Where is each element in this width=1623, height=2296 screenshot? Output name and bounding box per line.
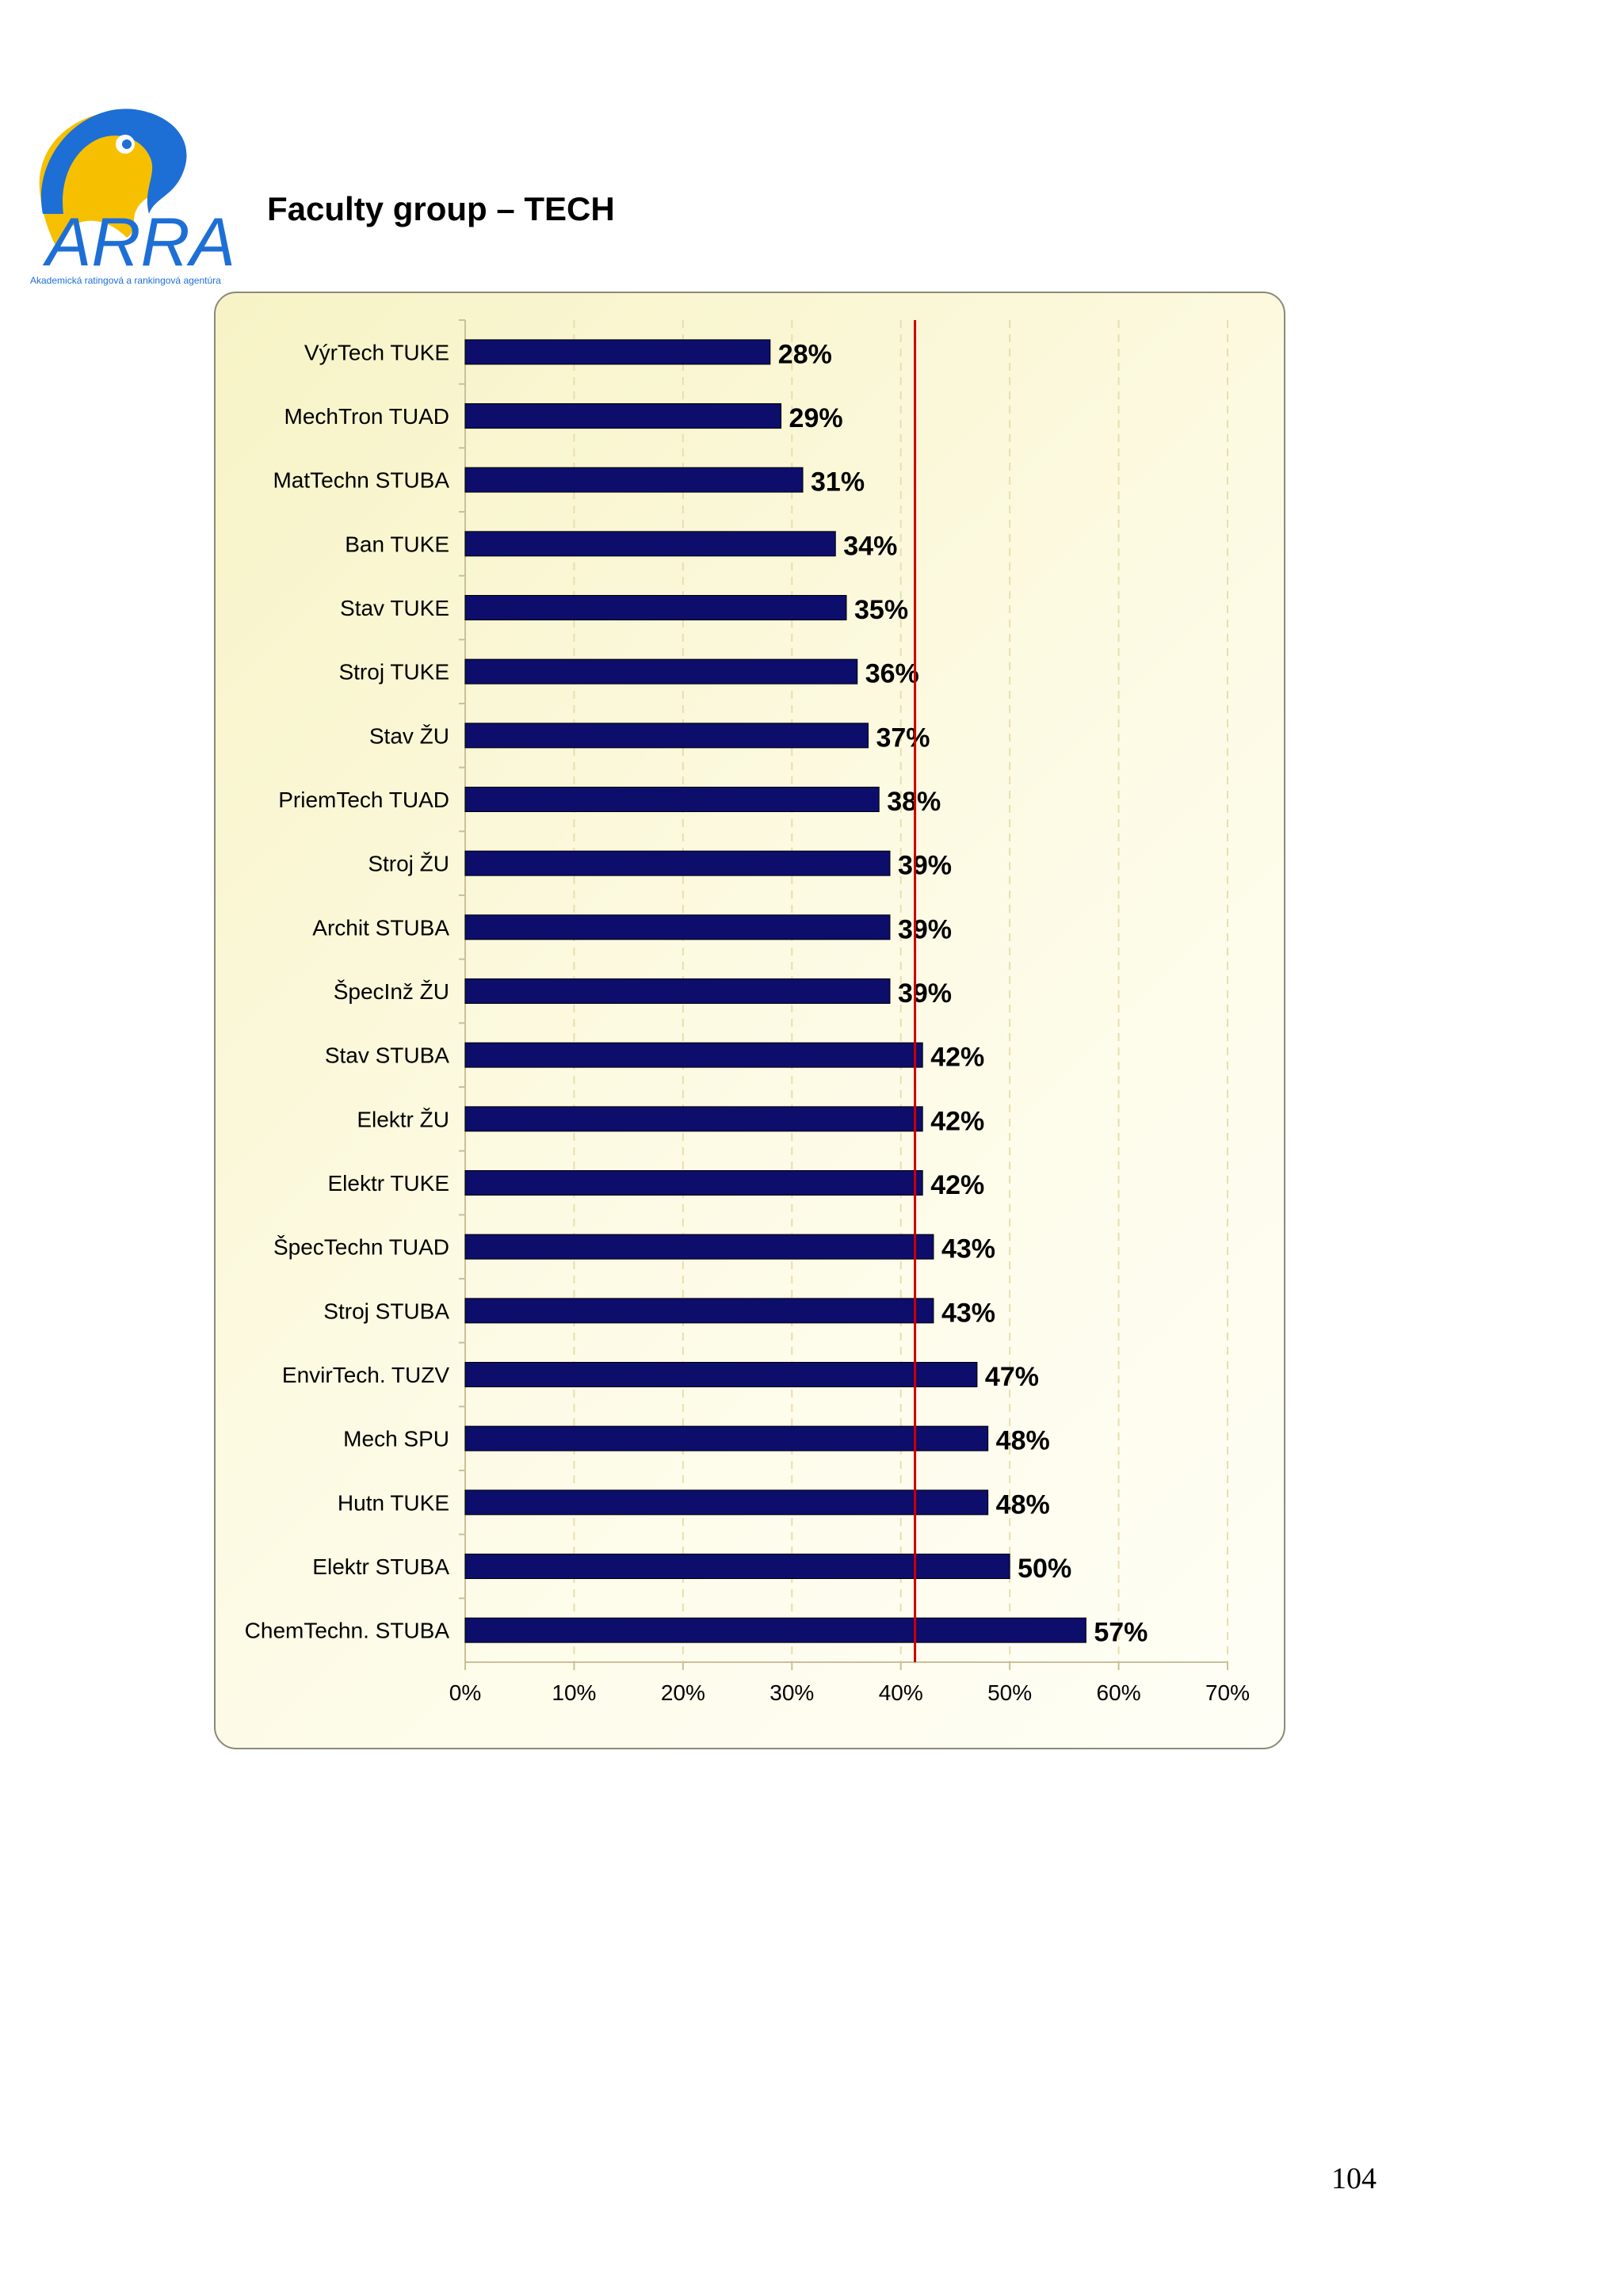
value-label: 39%: [898, 978, 952, 1009]
value-label: 43%: [941, 1298, 995, 1328]
bar: [464, 850, 891, 876]
value-label: 36%: [865, 659, 919, 689]
value-label: 31%: [811, 467, 865, 498]
category-label: EnvirTech. TUZV: [282, 1363, 449, 1387]
category-label: Stav ŽU: [369, 723, 449, 748]
bar: [464, 914, 891, 940]
value-label: 39%: [898, 914, 952, 944]
x-tick-label: 70%: [1205, 1680, 1250, 1705]
x-tick-label: 30%: [769, 1680, 814, 1705]
category-label: MechTron TUAD: [285, 404, 450, 429]
category-label: VýrTech TUKE: [304, 340, 449, 364]
bar: [464, 1042, 923, 1068]
value-label: 29%: [789, 403, 843, 433]
category-label: ŠpecTechn TUAD: [273, 1235, 449, 1260]
bar: [464, 1425, 989, 1451]
bar: [464, 978, 891, 1004]
value-label: 50%: [1018, 1554, 1071, 1584]
arra-logo: ARRA Akademická ratingová a rankingová a…: [24, 95, 238, 289]
bar: [464, 1298, 934, 1324]
bar: [464, 787, 880, 812]
bar: [464, 1234, 934, 1260]
category-label: Hutn TUKE: [338, 1490, 449, 1515]
logo-tagline: Akademická ratingová a rankingová agentú…: [30, 275, 221, 286]
bar: [464, 339, 771, 365]
value-label: 47%: [985, 1362, 1039, 1392]
category-label: Ban TUKE: [345, 532, 449, 556]
value-label: 42%: [930, 1043, 984, 1073]
category-label: Mech SPU: [343, 1427, 449, 1451]
value-label: 42%: [930, 1170, 984, 1200]
value-label: 43%: [941, 1234, 995, 1264]
category-label: Elektr TUKE: [327, 1171, 449, 1196]
value-label: 34%: [843, 531, 897, 561]
category-label: ŠpecInž ŽU: [334, 979, 449, 1004]
value-label: 39%: [898, 851, 952, 881]
category-label: MatTechn STUBA: [273, 468, 449, 493]
bar: [464, 531, 836, 557]
x-tick-label: 40%: [879, 1680, 923, 1705]
category-label: PriemTech TUAD: [278, 788, 449, 812]
value-label: 48%: [996, 1489, 1050, 1520]
bar: [464, 1617, 1086, 1643]
category-label: Stroj STUBA: [323, 1299, 449, 1323]
category-label: Elektr STUBA: [312, 1554, 449, 1579]
x-tick-label: 50%: [987, 1680, 1032, 1705]
bar: [464, 658, 858, 685]
bar: [464, 1554, 1010, 1579]
logo-bird-blue: [40, 109, 187, 214]
category-label: Stav TUKE: [340, 596, 449, 620]
value-label: 42%: [930, 1106, 984, 1136]
value-label: 57%: [1094, 1618, 1148, 1648]
category-label: ChemTechn. STUBA: [245, 1619, 450, 1643]
category-label: Stroj TUKE: [338, 660, 449, 685]
category-label: Elektr ŽU: [357, 1107, 449, 1131]
bar: [464, 1170, 923, 1196]
category-label: Stav STUBA: [325, 1043, 449, 1068]
x-tick-label: 10%: [552, 1680, 596, 1705]
value-label: 37%: [876, 723, 930, 753]
value-label: 35%: [854, 595, 908, 625]
value-label: 48%: [996, 1426, 1050, 1456]
bar: [464, 1489, 989, 1516]
bar: [464, 403, 782, 429]
bar: [464, 723, 869, 749]
logo-wordmark: ARRA: [42, 204, 235, 280]
bar-chart: 0% 10% 20% 30% 40% 50% 60% 70% VýrTech TUKE 28% Me…: [245, 319, 1250, 1705]
category-label: Archit STUBA: [312, 915, 449, 940]
page-number: 104: [1331, 2162, 1377, 2195]
bar: [464, 1106, 923, 1132]
x-tick-label: 20%: [661, 1680, 705, 1705]
bar: [464, 467, 804, 493]
category-label: Stroj ŽU: [368, 852, 449, 876]
x-tick-label: 0%: [449, 1680, 481, 1705]
value-label: 28%: [778, 339, 832, 369]
page-title: Faculty group – TECH: [267, 190, 615, 227]
x-tick-label: 60%: [1097, 1680, 1141, 1705]
bar: [464, 595, 847, 620]
bar: [464, 1362, 978, 1387]
